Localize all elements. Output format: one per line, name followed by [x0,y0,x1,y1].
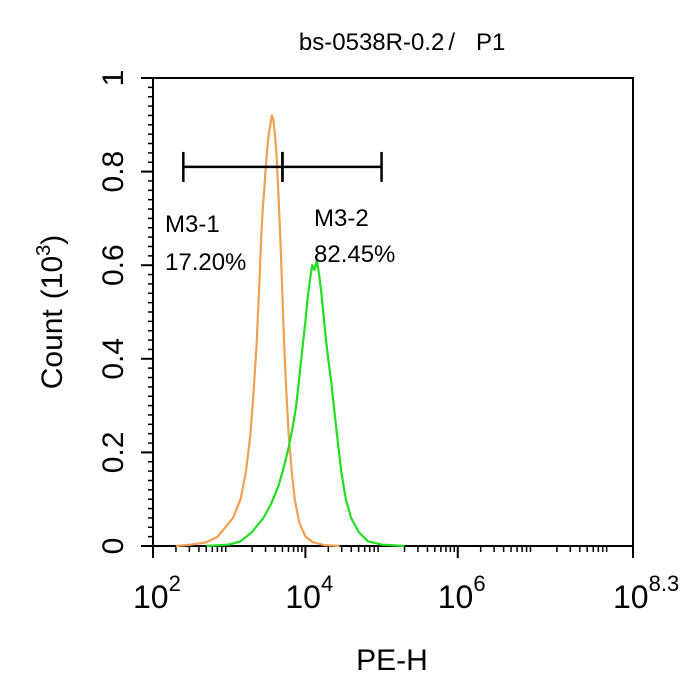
x-axis-ticks: 102 104 106 108.3 [133,546,679,615]
x-tick-label: 102 [133,571,181,615]
series-line-0 [175,114,340,548]
x-tick-label: 108.3 [613,571,679,615]
marker-name: M3-2 [314,205,369,232]
chart-title: bs-0538R-0.2/ [299,29,455,56]
y-axis-ticks: 0 0.2 0.4 0.6 0.8 1 [97,70,153,555]
x-axis-label: PE-H [356,644,428,677]
y-tick-label: 0 [97,538,130,555]
marker-percent: 17.20% [165,249,246,276]
title-sample: bs-0538R-0.2 [299,29,444,56]
minor-ticks [148,86,608,552]
series-layer [175,114,405,548]
y-axis-label: Count(103) [33,235,69,390]
plot-area [152,77,634,547]
y-tick-label: 1 [97,70,130,87]
series-line-1 [206,259,405,548]
marker-percent: 82.45% [314,241,395,268]
marker-name: M3-1 [165,211,220,238]
x-tick-label: 106 [438,571,486,615]
y-tick-label: 0.2 [97,432,130,474]
y-tick-label: 0.6 [97,244,130,286]
title-separator: / [448,29,455,56]
marker-layer: M3-1 17.20% M3-2 82.45% [165,151,395,276]
y-tick-label: 0.4 [97,338,130,380]
title-gate: P1 [476,29,505,56]
y-tick-label: 0.8 [97,151,130,193]
x-tick-label: 104 [285,571,333,615]
